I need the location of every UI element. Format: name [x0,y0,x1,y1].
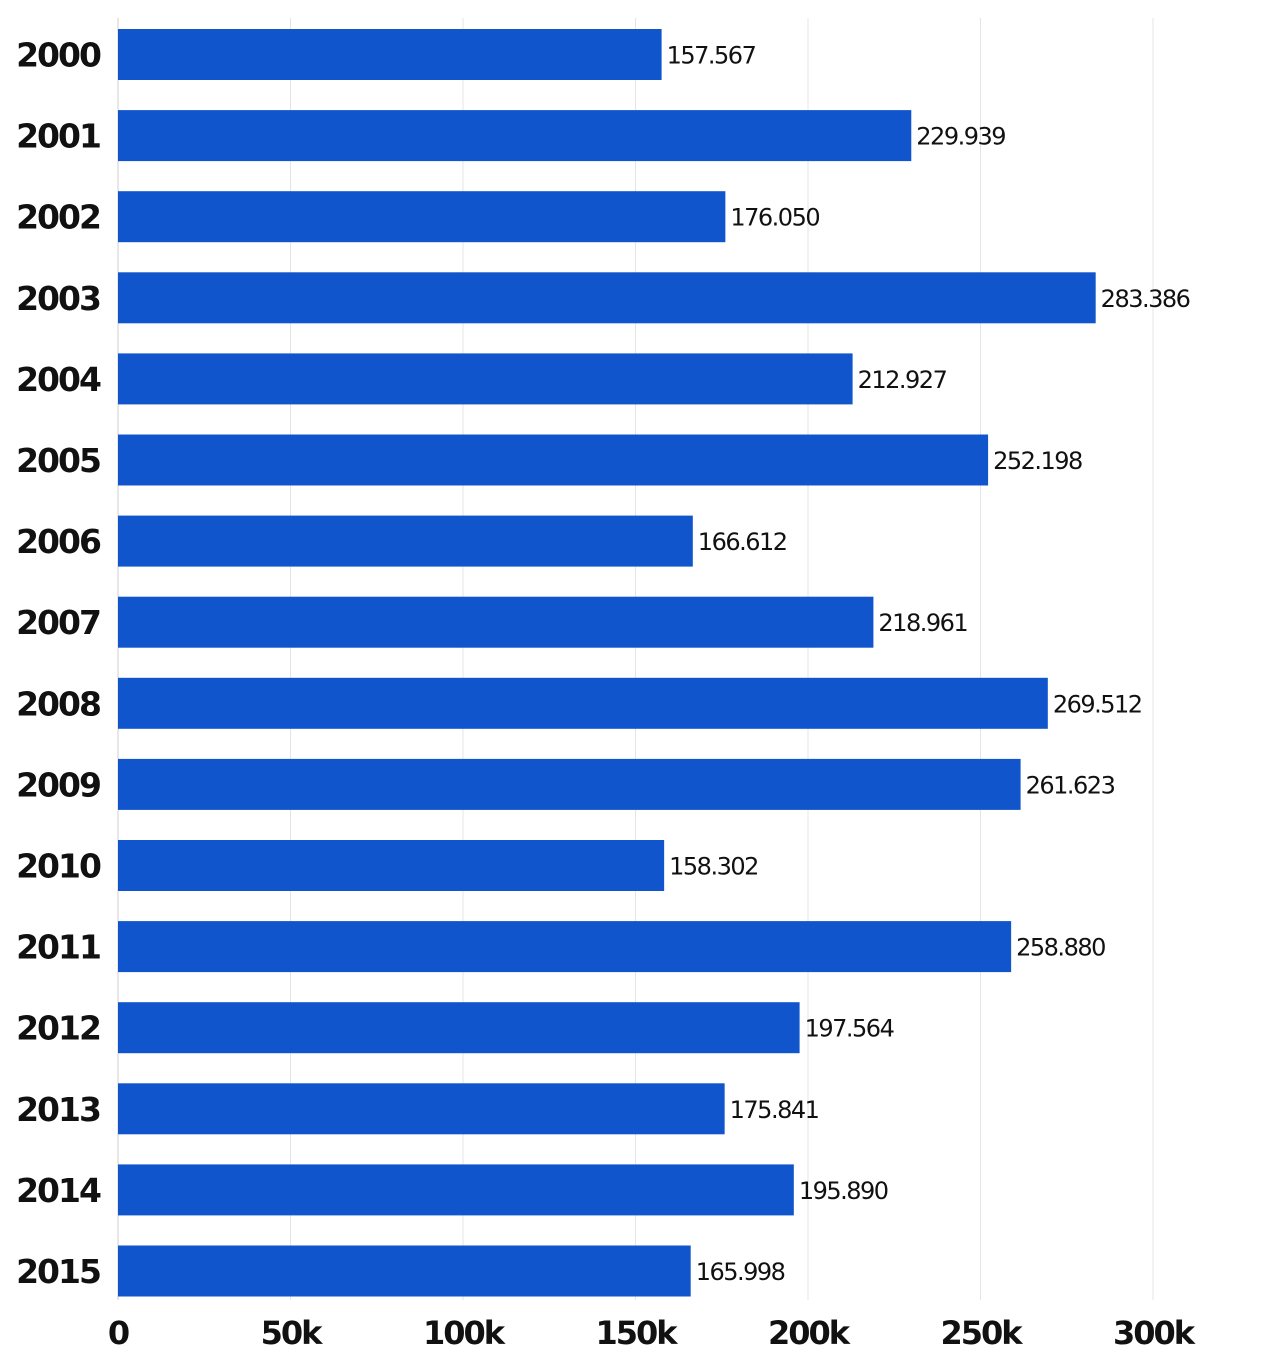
x-tick-label-100k: 100k [423,1314,506,1352]
bar-2010 [118,840,665,891]
bar-2015 [118,1245,691,1297]
category-label-2007: 2007 [16,603,100,642]
value-label-2006: 166.612 [698,528,787,556]
value-label-2008: 269.512 [1053,690,1142,718]
category-label-2015: 2015 [16,1252,100,1291]
value-label-2015: 165.998 [696,1258,785,1286]
value-label-2001: 229.939 [916,123,1005,151]
x-tick-label-300k: 300k [1113,1314,1196,1352]
x-tick-label-150k: 150k [595,1314,678,1352]
category-label-2011: 2011 [16,928,100,967]
value-label-2009: 261.623 [1026,771,1115,799]
category-label-2003: 2003 [16,279,100,318]
x-tick-label-200k: 200k [768,1314,851,1352]
category-label-2001: 2001 [16,117,100,156]
bar-2009 [118,758,1021,810]
category-label-2004: 2004 [16,360,101,399]
bar-2005 [118,434,989,486]
x-axis-ticks: 0 50k 100k 150k 200k 250k 300k [108,1314,1198,1352]
category-label-2013: 2013 [16,1090,100,1129]
bar-2004 [118,353,853,405]
bar-2007 [118,596,874,648]
x-tick-label-0: 0 [108,1314,129,1352]
bar-2001 [118,110,912,162]
category-label-2014: 2014 [16,1171,101,1210]
category-label-2010: 2010 [16,847,101,886]
category-labels: 2000 2001 2002 2003 2004 2005 2006 2007 2008 2009… [16,36,103,1292]
bar-2011 [118,921,1012,973]
bar-2012 [118,1002,800,1054]
value-label-2014: 195.890 [799,1177,888,1205]
value-label-2002: 176.050 [730,204,819,232]
x-tick-label-250k: 250k [940,1314,1023,1352]
category-label-2009: 2009 [16,765,100,804]
value-label-2013: 175.841 [730,1096,819,1124]
bar-2003 [118,272,1096,324]
category-label-2002: 2002 [16,198,100,237]
value-label-2011: 258.880 [1016,934,1105,962]
value-labels: 157.567 229.939 176.050 283.386 212.927 252.1… [667,42,1192,1287]
value-label-2012: 197.564 [805,1015,894,1043]
bar-2008 [118,677,1048,729]
bars [118,29,1096,1297]
bar-2002 [118,191,726,243]
category-label-2005: 2005 [16,441,100,480]
value-label-2010: 158.302 [669,853,758,881]
category-label-2000: 2000 [16,36,101,75]
bar-2006 [118,515,693,567]
category-label-2008: 2008 [16,684,100,723]
value-label-2003: 283.386 [1101,285,1190,313]
value-label-2000: 157.567 [667,42,756,70]
bar-2000 [118,29,662,80]
value-label-2007: 218.961 [878,609,967,637]
value-label-2005: 252.198 [993,447,1082,475]
value-label-2004: 212.927 [858,366,947,394]
bar-2014 [118,1164,794,1216]
x-tick-label-50k: 50k [261,1314,324,1352]
bar-2013 [118,1083,725,1135]
category-label-2006: 2006 [16,522,101,561]
category-label-2012: 2012 [16,1009,100,1048]
